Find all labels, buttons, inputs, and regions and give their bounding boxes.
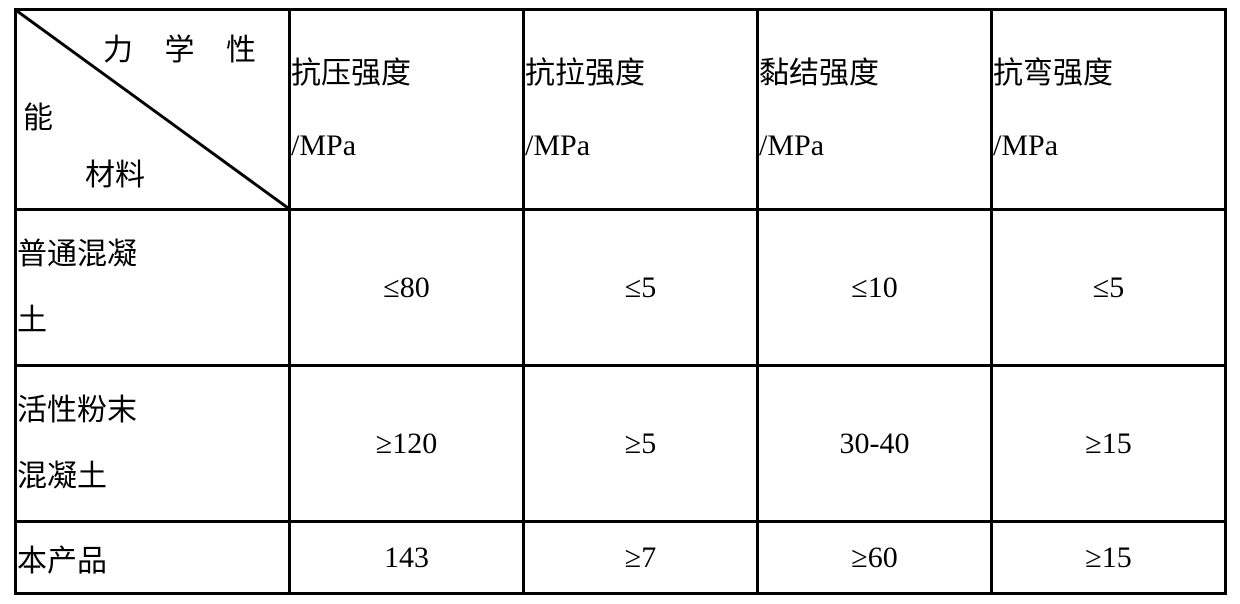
- table-header-row: 力 学 性 能 材料 抗压强度 /MPa 抗拉强度 /MPa 黏结强度 /MPa…: [16, 10, 1226, 210]
- material-name-cell: 普通混凝 土: [16, 210, 290, 366]
- diag-label-properties: 力 学 性: [103, 25, 268, 69]
- diag-label-materials: 材料: [85, 150, 145, 194]
- material-name-l1: 普通混凝: [17, 238, 137, 271]
- col-header-unit: /MPa: [759, 110, 990, 182]
- value-cell: ≥7: [524, 522, 758, 594]
- value-cell: 30-40: [758, 366, 992, 522]
- diagonal-header-cell: 力 学 性 能 材料: [16, 10, 290, 210]
- value-cell: 143: [290, 522, 524, 594]
- col-header-label: 黏结强度: [759, 38, 990, 110]
- value-cell: ≤10: [758, 210, 992, 366]
- col-header-tensile: 抗拉强度 /MPa: [524, 10, 758, 210]
- value-cell: ≤5: [992, 210, 1226, 366]
- value-cell: ≥5: [524, 366, 758, 522]
- table-row: 活性粉末 混凝土 ≥120 ≥5 30-40 ≥15: [16, 366, 1226, 522]
- col-header-label: 抗拉强度: [525, 38, 756, 110]
- col-header-unit: /MPa: [993, 110, 1224, 182]
- diag-label-properties-cont: 能: [23, 93, 53, 137]
- material-name-l1: 本产品: [17, 545, 107, 578]
- col-header-label: 抗压强度: [291, 38, 522, 110]
- material-name-cell: 活性粉末 混凝土: [16, 366, 290, 522]
- table-row: 本产品 143 ≥7 ≥60 ≥15: [16, 522, 1226, 594]
- material-name-cell: 本产品: [16, 522, 290, 594]
- material-name-l2: 土: [17, 304, 47, 337]
- value-cell: ≥15: [992, 366, 1226, 522]
- value-cell: ≥60: [758, 522, 992, 594]
- materials-properties-table: 力 学 性 能 材料 抗压强度 /MPa 抗拉强度 /MPa 黏结强度 /MPa…: [14, 8, 1227, 595]
- col-header-unit: /MPa: [525, 110, 756, 182]
- col-header-unit: /MPa: [291, 110, 522, 182]
- col-header-flexural: 抗弯强度 /MPa: [992, 10, 1226, 210]
- material-name-l2: 混凝土: [17, 460, 107, 493]
- value-cell: ≤5: [524, 210, 758, 366]
- value-cell: ≥120: [290, 366, 524, 522]
- material-name-l1: 活性粉末: [17, 394, 137, 427]
- col-header-compressive: 抗压强度 /MPa: [290, 10, 524, 210]
- table-row: 普通混凝 土 ≤80 ≤5 ≤10 ≤5: [16, 210, 1226, 366]
- col-header-bond: 黏结强度 /MPa: [758, 10, 992, 210]
- value-cell: ≤80: [290, 210, 524, 366]
- col-header-label: 抗弯强度: [993, 38, 1224, 110]
- value-cell: ≥15: [992, 522, 1226, 594]
